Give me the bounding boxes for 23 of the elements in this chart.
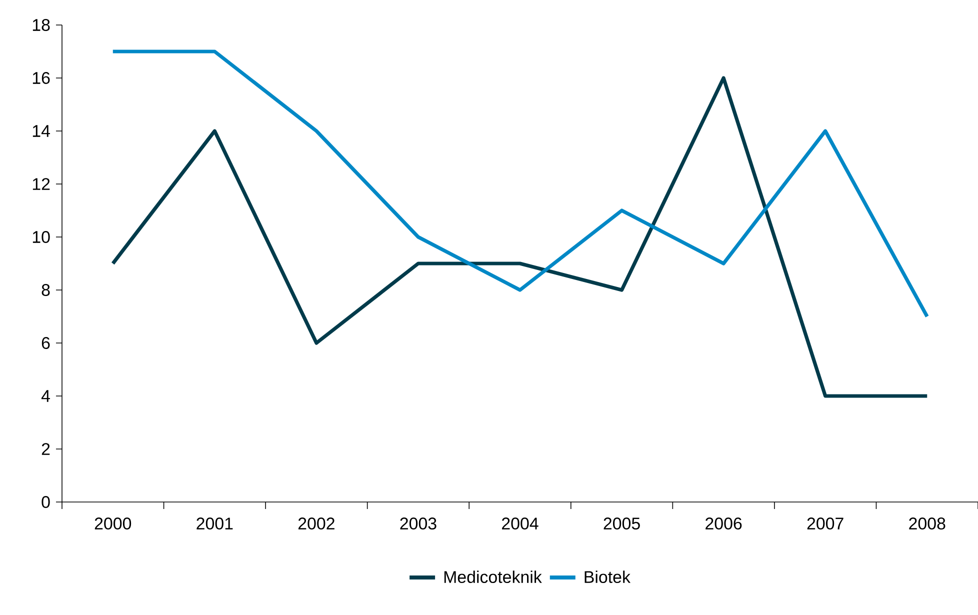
y-tick-label: 16 xyxy=(32,72,50,84)
y-tick-label: 14 xyxy=(32,125,50,137)
line-series xyxy=(111,50,929,318)
x-tick-label: 2004 xyxy=(502,518,538,530)
x-tick-label: 2005 xyxy=(604,518,640,530)
y-tick-label: 18 xyxy=(32,19,50,31)
x-tick-label: 2003 xyxy=(400,518,436,530)
y-tick-label: 6 xyxy=(42,337,50,349)
x-tick-label: 2000 xyxy=(94,518,132,530)
y-tick-label: 10 xyxy=(32,231,50,243)
y-tick-label: 4 xyxy=(41,390,50,402)
x-tick-label: 2001 xyxy=(196,518,233,530)
x-tick-label: 2002 xyxy=(298,518,334,530)
x-tick-label: 2006 xyxy=(706,518,742,530)
y-tick-label: 8 xyxy=(42,284,50,296)
y-tick-label: 12 xyxy=(32,178,50,190)
legend-label: Medicoteknik xyxy=(444,570,542,584)
line-series xyxy=(111,76,929,398)
y-tick-label: 2 xyxy=(42,443,50,455)
x-tick-label: 2007 xyxy=(807,518,844,530)
x-tick-label: 2008 xyxy=(909,518,946,530)
y-tick-label: 0 xyxy=(42,496,50,508)
legend-label: Biotek xyxy=(584,570,630,584)
